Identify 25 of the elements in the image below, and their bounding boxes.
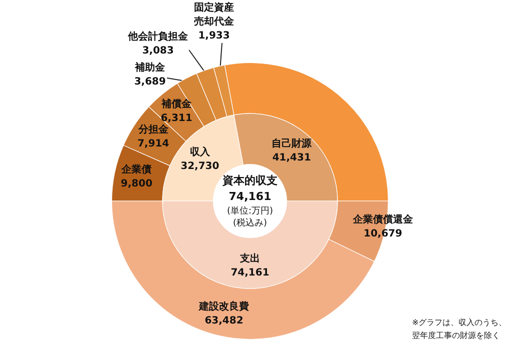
slice-label: 自己財源 — [272, 137, 313, 150]
data-label: 41,431 — [272, 152, 311, 164]
text: (税込み) — [232, 218, 268, 228]
data-label: 63,482 — [204, 315, 244, 326]
slice-label: 分担金 — [137, 124, 170, 136]
data-label: 9,800 — [120, 178, 152, 190]
text: ※グラフは、収入のうち、翌年度工事の財源を除く — [412, 318, 507, 340]
slice-label: 建設改良費 — [198, 300, 250, 312]
data-label: 74,161 — [230, 268, 270, 279]
text: (単位:万円) — [226, 206, 274, 216]
slice-label: 企業債 — [120, 164, 152, 176]
slice-label: 支出 — [239, 252, 260, 265]
slice-label: 収入 — [190, 146, 211, 158]
data-label: 7,914 — [137, 138, 170, 150]
data-label: 3,083 — [142, 46, 174, 56]
data-label: 3,689 — [134, 76, 166, 88]
slice-label: 固定資産売却代金 — [194, 2, 235, 28]
data-label: 6,311 — [160, 112, 192, 124]
data-label: 1,933 — [198, 30, 230, 42]
text: 資本的収支 — [222, 174, 278, 187]
slice-label: 他会計負担金 — [127, 30, 189, 42]
slice-label: 補助金 — [134, 62, 166, 74]
slice-label: 補償金 — [160, 98, 193, 110]
text: 74,161 — [228, 190, 272, 203]
data-label: 32,730 — [180, 160, 220, 172]
